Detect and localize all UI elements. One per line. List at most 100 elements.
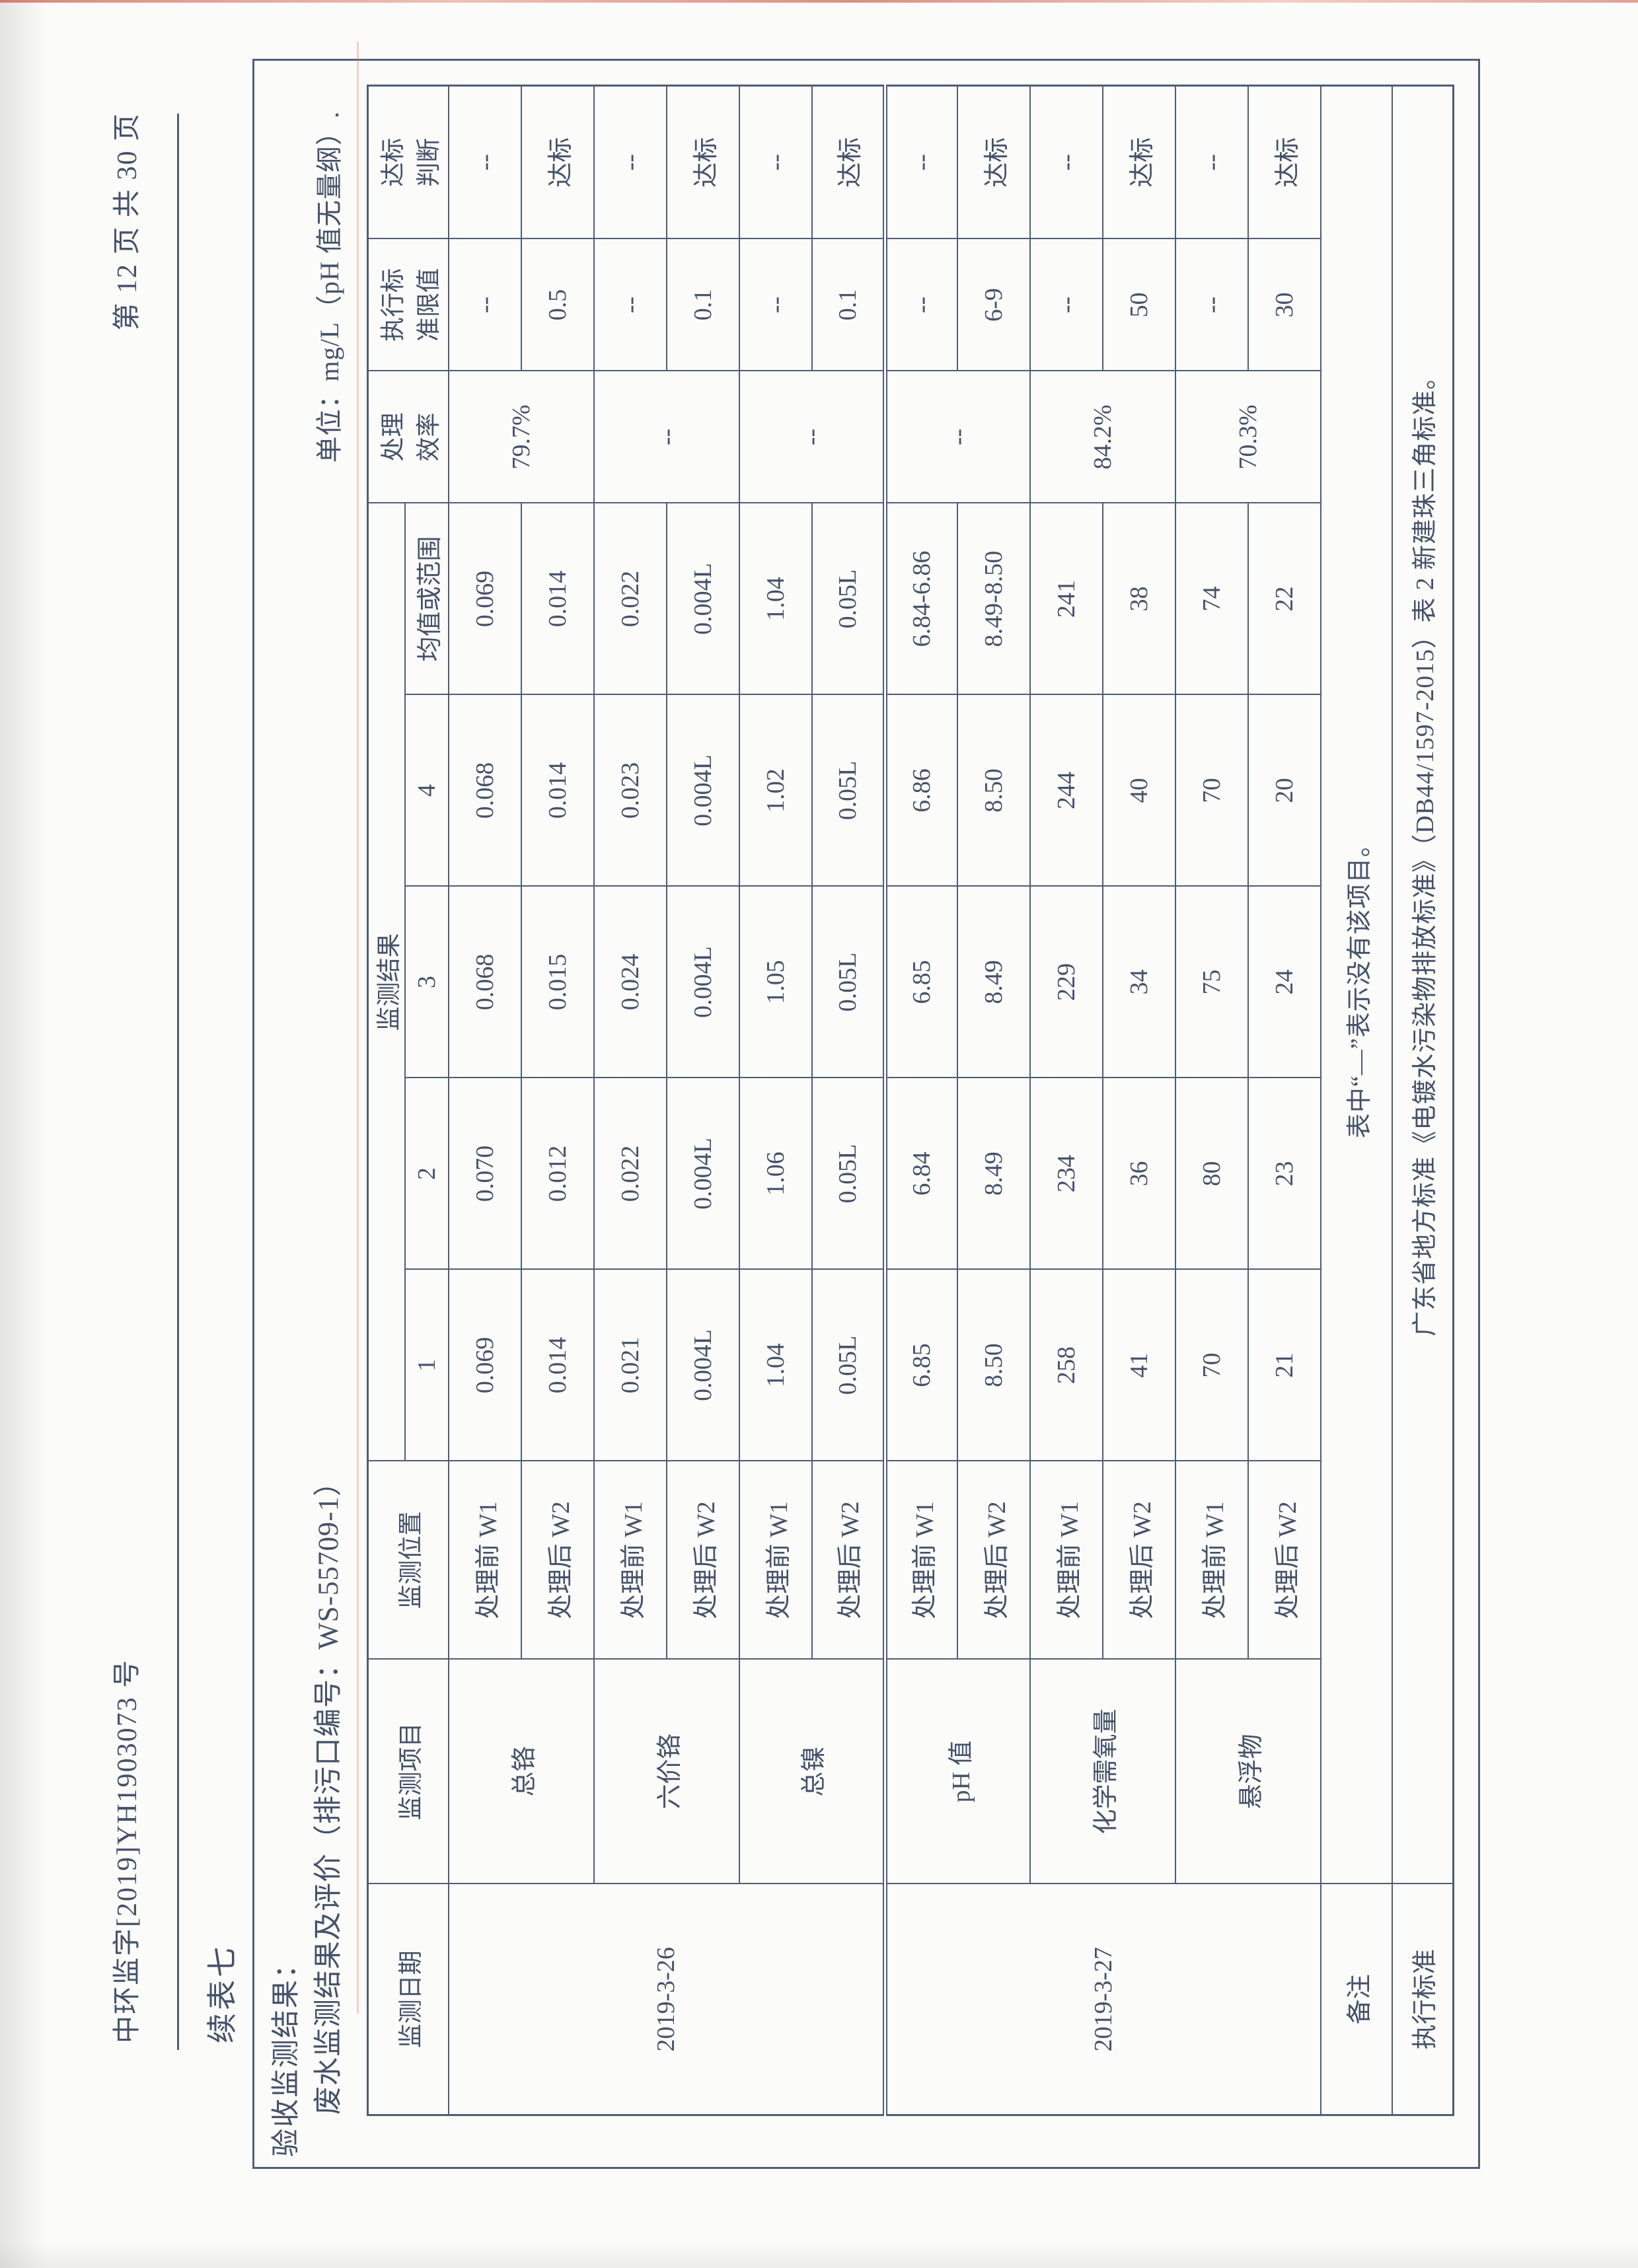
- data-cell: 总铬: [449, 1659, 594, 1884]
- data-cell: 0.014: [521, 694, 594, 887]
- header-cell: 执行标 准限值: [367, 238, 449, 371]
- remark-row-label: 备注: [1321, 1884, 1392, 2115]
- data-cell: 0.05L: [812, 1078, 885, 1270]
- data-cell: 84.2%: [1030, 371, 1175, 503]
- header-cell: 处理 效率: [367, 371, 449, 503]
- page-header: 中环监字[2019]YH1903073 号 第 12 页 共 30 页: [104, 112, 145, 2043]
- subheader-cell: 1: [405, 1269, 449, 1461]
- data-cell: 0.024: [594, 886, 667, 1078]
- data-cell: --: [1175, 85, 1248, 239]
- data-cell: 74: [1175, 503, 1248, 695]
- data-cell: 达标: [667, 85, 739, 239]
- data-cell: 0.004L: [667, 1078, 739, 1270]
- subheader-cell: 4: [405, 694, 449, 887]
- scanner-edge-artifact: [0, 0, 1638, 3]
- data-cell: 21: [1248, 1269, 1321, 1461]
- data-cell: 达标: [957, 85, 1030, 239]
- data-cell: 75: [1175, 886, 1248, 1078]
- data-cell: 处理前 W1: [1030, 1461, 1103, 1660]
- data-cell: 1.06: [739, 1078, 812, 1270]
- data-cell: --: [885, 238, 957, 371]
- data-cell: 处理后 W2: [667, 1461, 739, 1660]
- data-cell: 0.05L: [812, 694, 885, 887]
- table-body: 2019-3-26 总铬 处理前 W1 0.069 0.070 0.068 0.068 0.0…: [449, 85, 1453, 2115]
- data-cell: 达标: [1103, 85, 1175, 239]
- data-cell: 总镍: [739, 1659, 885, 1884]
- section-title: 验收监测结果：: [271, 1949, 302, 2157]
- data-cell: --: [739, 238, 812, 371]
- table-row: 2019-3-27 pH 值处理前 W1 6.85 6.84 6.85 6.86 6.84-…: [885, 85, 1321, 2115]
- data-cell: 处理后 W2: [957, 1461, 1030, 1660]
- data-cell: 达标: [521, 85, 594, 239]
- header-cell: 监测项目: [367, 1659, 449, 1884]
- data-cell: 2019-3-27: [885, 1884, 1321, 2115]
- data-cell: 处理前 W1: [449, 1461, 521, 1660]
- subheader-cell: 3: [405, 886, 449, 1078]
- data-cell: 229: [1030, 886, 1103, 1078]
- data-cell: 241: [1030, 503, 1103, 695]
- data-cell: 6-9: [957, 238, 1030, 371]
- scan-edge-shadow-bottom: [0, 2242, 1638, 2268]
- data-cell: 8.49: [957, 886, 1030, 1078]
- data-cell: 0.1: [812, 238, 885, 371]
- table-row: 悬浮物 处理前 W1 70 80 75 70 74 70.3% -- --: [1175, 85, 1321, 2115]
- data-cell: 30: [1248, 238, 1321, 371]
- standard-row: 执行标准 广东省地方标准《电镀水污染物排放标准》（DB44/1597-2015）表…: [1392, 85, 1453, 2115]
- data-cell: 1.04: [739, 503, 812, 695]
- data-cell: 0.068: [449, 694, 521, 887]
- data-cell: 70.3%: [1175, 371, 1321, 503]
- data-cell: --: [1175, 238, 1248, 371]
- header-cell: 监测位置: [367, 1461, 449, 1660]
- data-cell: 0.021: [594, 1269, 667, 1461]
- data-cell: 0.014: [521, 1269, 594, 1461]
- data-cell: 1.04: [739, 1269, 812, 1461]
- data-cell: --: [594, 85, 667, 239]
- remark-row-content: 表中“—”表示没有该项目。: [1321, 85, 1392, 1884]
- data-cell: 处理前 W1: [1175, 1461, 1248, 1660]
- data-cell: 36: [1103, 1078, 1175, 1270]
- data-cell: 0.070: [449, 1078, 521, 1270]
- data-cell: 0.05L: [812, 1269, 885, 1461]
- data-cell: 悬浮物: [1175, 1659, 1321, 1884]
- data-cell: 6.84-6.86: [885, 503, 957, 695]
- data-cell: 34: [1103, 886, 1175, 1078]
- data-cell: 79.7%: [449, 371, 594, 503]
- data-cell: 8.49-8.50: [957, 503, 1030, 695]
- data-cell: 0.012: [521, 1078, 594, 1270]
- data-cell: 处理前 W1: [885, 1461, 957, 1660]
- data-cell: 处理前 W1: [739, 1461, 812, 1660]
- continuation-title: 续表七: [205, 1944, 239, 2043]
- data-cell: 0.05L: [812, 503, 885, 695]
- data-cell: 234: [1030, 1078, 1103, 1270]
- data-cell: --: [594, 371, 739, 503]
- table-row: 2019-3-26 总铬 处理前 W1 0.069 0.070 0.068 0.068 0.0…: [449, 85, 885, 2115]
- data-cell: --: [449, 85, 521, 239]
- data-cell: 20: [1248, 694, 1321, 887]
- data-cell: --: [1030, 85, 1103, 239]
- header-cell: 达标 判断: [367, 85, 449, 239]
- header-cell: 监测结果: [367, 503, 405, 1461]
- data-cell: 六价铬: [594, 1659, 739, 1884]
- data-cell: 0.014: [521, 503, 594, 695]
- data-cell: 1.05: [739, 886, 812, 1078]
- data-cell: 0.022: [594, 503, 667, 695]
- data-cell: 23: [1248, 1078, 1321, 1270]
- data-cell: 达标: [812, 85, 885, 239]
- data-cell: 处理后 W2: [521, 1461, 594, 1660]
- data-cell: --: [739, 85, 812, 239]
- data-cell: 0.022: [594, 1078, 667, 1270]
- data-cell: 0.05L: [812, 886, 885, 1078]
- header-rule: [177, 114, 179, 2050]
- table-row: 总镍 处理前 W1 1.04 1.06 1.05 1.02 1.04 -- -- --: [739, 85, 885, 2115]
- data-cell: 41: [1103, 1269, 1175, 1461]
- data-cell: 0.023: [594, 694, 667, 887]
- data-cell: --: [449, 238, 521, 371]
- data-cell: 244: [1030, 694, 1103, 887]
- data-cell: 0.004L: [667, 694, 739, 887]
- data-cell: 处理后 W2: [1248, 1461, 1321, 1660]
- data-cell: 6.85: [885, 1269, 957, 1461]
- monitoring-table: 监测日期 监测项目 监测位置 监测结果 处理 效率 执行标 准限值 达标 判断 1 2 3 4 均值或…: [367, 85, 1454, 2116]
- data-cell: 处理后 W2: [812, 1461, 885, 1660]
- standard-row-label: 执行标准: [1392, 1884, 1453, 2115]
